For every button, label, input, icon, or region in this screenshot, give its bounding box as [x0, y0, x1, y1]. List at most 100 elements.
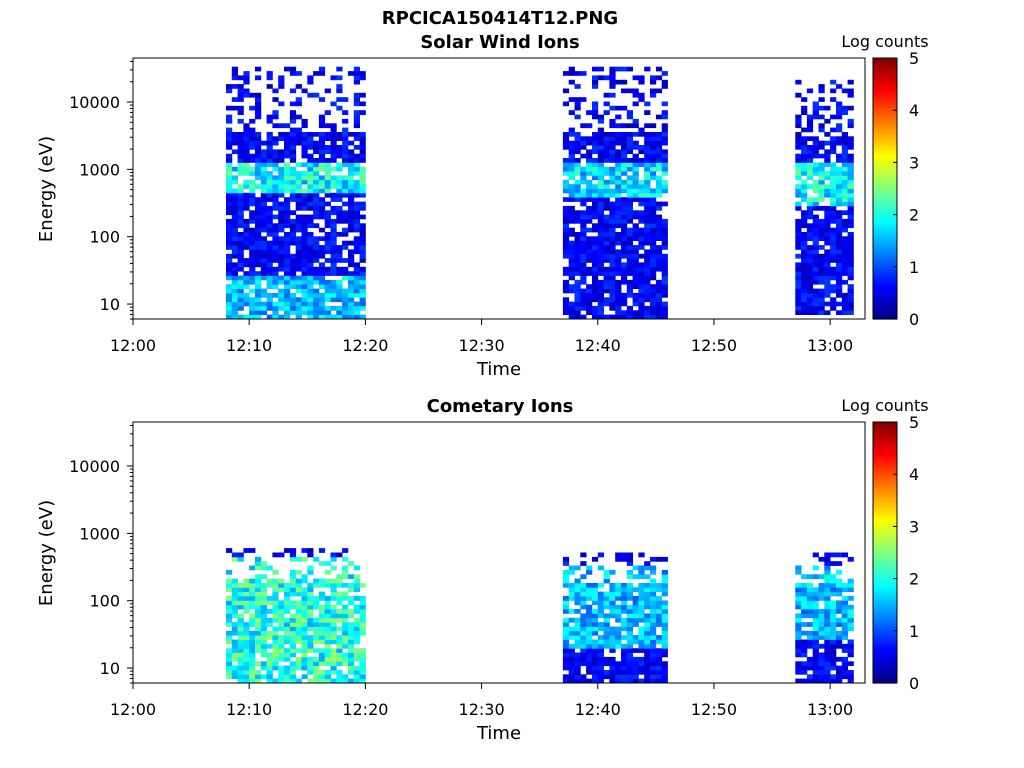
heatmap-cell — [841, 162, 848, 168]
heatmap-cell — [318, 140, 326, 146]
heatmap-cell — [836, 678, 843, 684]
heatmap-cell — [836, 665, 843, 671]
heatmap-cell — [801, 232, 808, 237]
heatmap-cell — [609, 266, 616, 272]
heatmap-cell — [603, 171, 610, 176]
heatmap-cell — [597, 609, 604, 614]
heatmap-cell — [353, 652, 360, 658]
colorbar-segment — [873, 104, 897, 109]
heatmap-cell — [284, 279, 291, 285]
heatmap-cell — [243, 665, 250, 671]
heatmap-cell — [562, 305, 570, 311]
heatmap-cell — [644, 670, 651, 675]
x-tick-label: 12:40 — [575, 336, 621, 355]
heatmap-cell — [260, 236, 267, 241]
heatmap-cell — [615, 284, 622, 289]
heatmap-cell — [313, 236, 320, 241]
heatmap-cell — [243, 149, 250, 155]
colorbar-segment — [873, 560, 897, 564]
heatmap-cell — [278, 201, 285, 207]
heatmap-cell — [661, 153, 668, 159]
heatmap-cell — [266, 617, 273, 623]
heatmap-cell — [824, 656, 831, 662]
heatmap-cell — [597, 552, 604, 558]
heatmap-cell — [231, 249, 238, 255]
heatmap-cell — [237, 223, 244, 229]
heatmap-cell — [295, 591, 302, 597]
heatmap-cell — [644, 288, 651, 294]
heatmap-cell — [621, 301, 628, 307]
heatmap-cell — [336, 678, 343, 684]
heatmap-cell — [272, 153, 279, 159]
heatmap-cell — [289, 197, 297, 202]
heatmap-cell — [249, 548, 256, 553]
heatmap-cell — [231, 236, 238, 241]
heatmap-cell — [249, 279, 256, 285]
heatmap-cell — [568, 583, 575, 588]
heatmap-cell — [592, 66, 599, 72]
heatmap-cell — [313, 158, 320, 163]
heatmap-cell — [806, 253, 814, 259]
heatmap-cell — [830, 114, 837, 120]
heatmap-cell — [841, 297, 848, 303]
heatmap-cell — [644, 565, 651, 571]
heatmap-cell — [359, 258, 366, 263]
heatmap-cell — [586, 136, 593, 141]
heatmap-cell — [795, 284, 802, 289]
heatmap-cell — [260, 574, 267, 580]
heatmap-cell — [812, 613, 819, 619]
heatmap-cell — [359, 188, 366, 194]
heatmap-cell — [359, 596, 366, 601]
heatmap-cell — [841, 171, 848, 176]
heatmap-cell — [249, 197, 256, 202]
heatmap-cell — [324, 279, 331, 285]
heatmap-cell — [603, 574, 610, 580]
heatmap-cell — [260, 214, 267, 220]
heatmap-cell — [609, 596, 616, 601]
heatmap-cell — [562, 648, 570, 653]
heatmap-cell — [568, 635, 575, 640]
heatmap-cell — [812, 652, 819, 658]
heatmap-cell — [307, 279, 314, 285]
heatmap-cell — [615, 639, 622, 645]
heatmap-cell — [586, 569, 593, 575]
heatmap-cell — [621, 223, 628, 229]
heatmap-cell — [313, 596, 320, 601]
heatmap-cell — [353, 97, 360, 102]
heatmap-cell — [592, 613, 599, 619]
heatmap-cell — [795, 240, 802, 246]
heatmap-cell — [812, 587, 819, 593]
heatmap-cell — [580, 175, 587, 181]
heatmap-cell — [586, 310, 593, 315]
heatmap-cell — [255, 596, 262, 601]
heatmap-cell — [226, 548, 233, 553]
heatmap-cell — [348, 626, 355, 632]
heatmap-cell — [586, 609, 593, 614]
heatmap-cell — [237, 552, 244, 558]
heatmap-cell — [318, 149, 326, 155]
heatmap-cell — [260, 613, 267, 619]
colorbar-segment — [873, 235, 897, 239]
heatmap-cell — [284, 635, 291, 640]
heatmap-cell — [812, 145, 819, 150]
heatmap-cell — [818, 670, 825, 675]
heatmap-cell — [289, 192, 297, 198]
heatmap-cell — [824, 249, 831, 255]
heatmap-cell — [353, 179, 360, 185]
heatmap-cell — [272, 110, 279, 115]
colorbar-segment — [873, 643, 897, 648]
heatmap-cell — [661, 188, 668, 194]
heatmap-cell — [592, 656, 599, 662]
heatmap-cell — [632, 565, 639, 571]
heatmap-cell — [586, 604, 593, 610]
heatmap-cell — [318, 166, 326, 172]
heatmap-cell — [353, 201, 360, 207]
heatmap-cell — [812, 197, 819, 202]
heatmap-cell — [278, 175, 285, 181]
heatmap-cell — [255, 622, 262, 627]
heatmap-cell — [289, 262, 297, 268]
heatmap-cell — [562, 145, 570, 150]
heatmap-cell — [847, 604, 854, 610]
colorbar-segment — [873, 555, 897, 559]
heatmap-cell — [632, 617, 639, 623]
